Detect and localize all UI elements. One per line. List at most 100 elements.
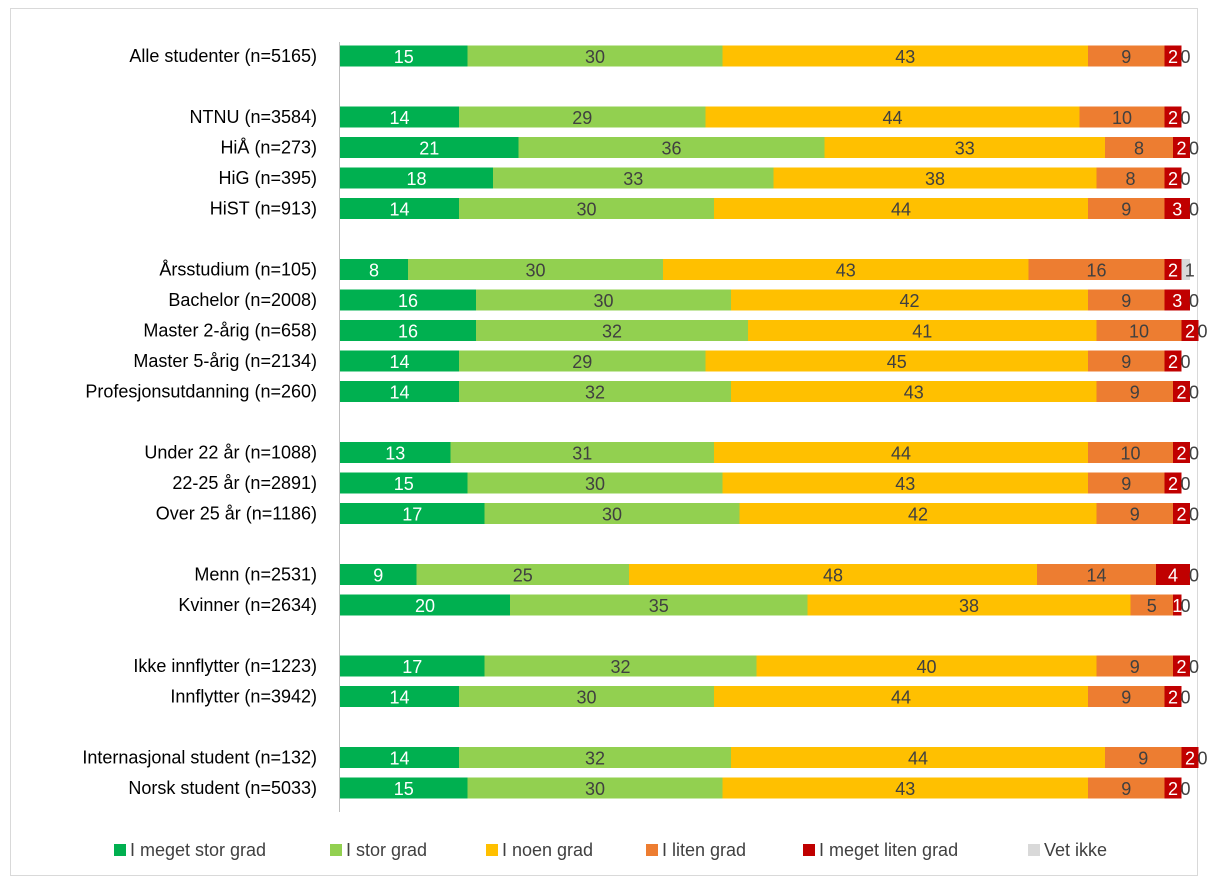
- data-label: 38: [925, 169, 945, 189]
- bar-segment: [1105, 137, 1173, 158]
- bar-segment: [467, 472, 723, 494]
- category-label: Norsk student (n=5033): [128, 778, 317, 798]
- legend-label: I meget liten grad: [819, 840, 958, 860]
- data-label: 10: [1112, 108, 1132, 128]
- data-label: 30: [525, 261, 545, 281]
- bar-segment: [476, 289, 731, 311]
- bar-segment: [722, 777, 1088, 799]
- data-label: 17: [402, 505, 422, 525]
- bar-segment: [1156, 564, 1190, 585]
- bar-segment: [1164, 259, 1182, 280]
- data-label: 2: [1168, 352, 1178, 372]
- bar-segment: [476, 320, 748, 341]
- bar-segment: [1181, 320, 1199, 341]
- bar-segment: [731, 289, 1088, 311]
- bar-segment: [340, 198, 459, 219]
- data-label: 2: [1168, 779, 1178, 799]
- category-label: HiG (n=395): [218, 168, 317, 188]
- data-label: 1: [1172, 596, 1182, 616]
- data-label: 9: [1121, 47, 1131, 67]
- data-label: 5: [1147, 596, 1157, 616]
- bar-segment: [756, 655, 1097, 677]
- category-label: Bachelor (n=2008): [168, 290, 317, 310]
- data-label: 10: [1120, 444, 1140, 464]
- bar-segment: [1164, 350, 1182, 372]
- bar-segment: [340, 747, 459, 768]
- data-label: 38: [959, 596, 979, 616]
- bar-segment: [1173, 503, 1190, 524]
- category-label: Ikke innflytter (n=1223): [133, 656, 317, 676]
- data-label: 0: [1180, 352, 1190, 372]
- data-label: 0: [1189, 566, 1199, 586]
- category-label: Master 2-årig (n=658): [143, 321, 317, 341]
- data-label: 2: [1185, 322, 1195, 342]
- bar-segment: [459, 747, 731, 768]
- data-label: 15: [394, 47, 414, 67]
- bar-segment: [714, 686, 1088, 707]
- data-label: 13: [385, 444, 405, 464]
- data-label: 44: [891, 200, 911, 220]
- bar-segment: [731, 381, 1097, 402]
- data-label: 44: [891, 688, 911, 708]
- bar-segment: [1173, 137, 1190, 158]
- data-label: 44: [891, 444, 911, 464]
- legend-label: I noen grad: [502, 840, 593, 860]
- category-label: Master 5-årig (n=2134): [133, 351, 317, 371]
- bar-segment: [1088, 777, 1165, 799]
- data-label: 9: [1121, 291, 1131, 311]
- data-label: 0: [1189, 383, 1199, 403]
- bar-segment: [1173, 655, 1190, 677]
- data-label: 2: [1176, 657, 1186, 677]
- data-label: 10: [1129, 322, 1149, 342]
- data-label: 30: [593, 291, 613, 311]
- data-label: 43: [904, 383, 924, 403]
- data-label: 9: [1121, 352, 1131, 372]
- bar-segment: [629, 564, 1037, 585]
- legend-swatch: [803, 844, 815, 856]
- data-label: 0: [1197, 749, 1207, 769]
- data-label: 43: [895, 779, 915, 799]
- bar-segment: [340, 106, 459, 128]
- data-label: 2: [1168, 169, 1178, 189]
- data-label: 42: [899, 291, 919, 311]
- bar-segment: [340, 564, 417, 585]
- bar-segment: [1105, 747, 1182, 768]
- data-label: 2: [1168, 47, 1178, 67]
- bar-segment: [510, 594, 808, 616]
- data-label: 9: [1130, 505, 1140, 525]
- data-label: 9: [1130, 657, 1140, 677]
- data-label: 35: [649, 596, 669, 616]
- data-label: 2: [1185, 749, 1195, 769]
- data-label: 14: [389, 352, 409, 372]
- legend-swatch: [646, 844, 658, 856]
- data-label: 3: [1172, 291, 1182, 311]
- bar-segment: [1088, 289, 1165, 311]
- bar-segment: [459, 106, 706, 128]
- category-label: Profesjonsutdanning (n=260): [85, 382, 317, 402]
- bar-segment: [467, 777, 723, 799]
- bar-segment: [340, 503, 485, 524]
- data-label: 16: [398, 291, 418, 311]
- bar-segment: [467, 45, 723, 67]
- legend-swatch: [330, 844, 342, 856]
- data-label: 0: [1189, 291, 1199, 311]
- bar-segment: [459, 350, 706, 372]
- bar-segment: [714, 442, 1088, 463]
- data-label: 43: [895, 474, 915, 494]
- bar-segment: [340, 320, 476, 341]
- data-label: 18: [406, 169, 426, 189]
- category-label: HiÅ (n=273): [220, 138, 317, 158]
- category-label: Over 25 år (n=1186): [156, 504, 317, 524]
- data-label: 30: [576, 688, 596, 708]
- bar-segment: [739, 503, 1097, 524]
- bar-segment: [705, 106, 1080, 128]
- bar-segment: [340, 350, 459, 372]
- bar-segment: [340, 259, 408, 280]
- bar-segment: [1164, 45, 1182, 67]
- bar-segment: [416, 564, 629, 585]
- bar-segment: [459, 198, 714, 219]
- bar-segment: [340, 45, 468, 67]
- data-label: 0: [1189, 505, 1199, 525]
- bar-segment: [340, 289, 476, 311]
